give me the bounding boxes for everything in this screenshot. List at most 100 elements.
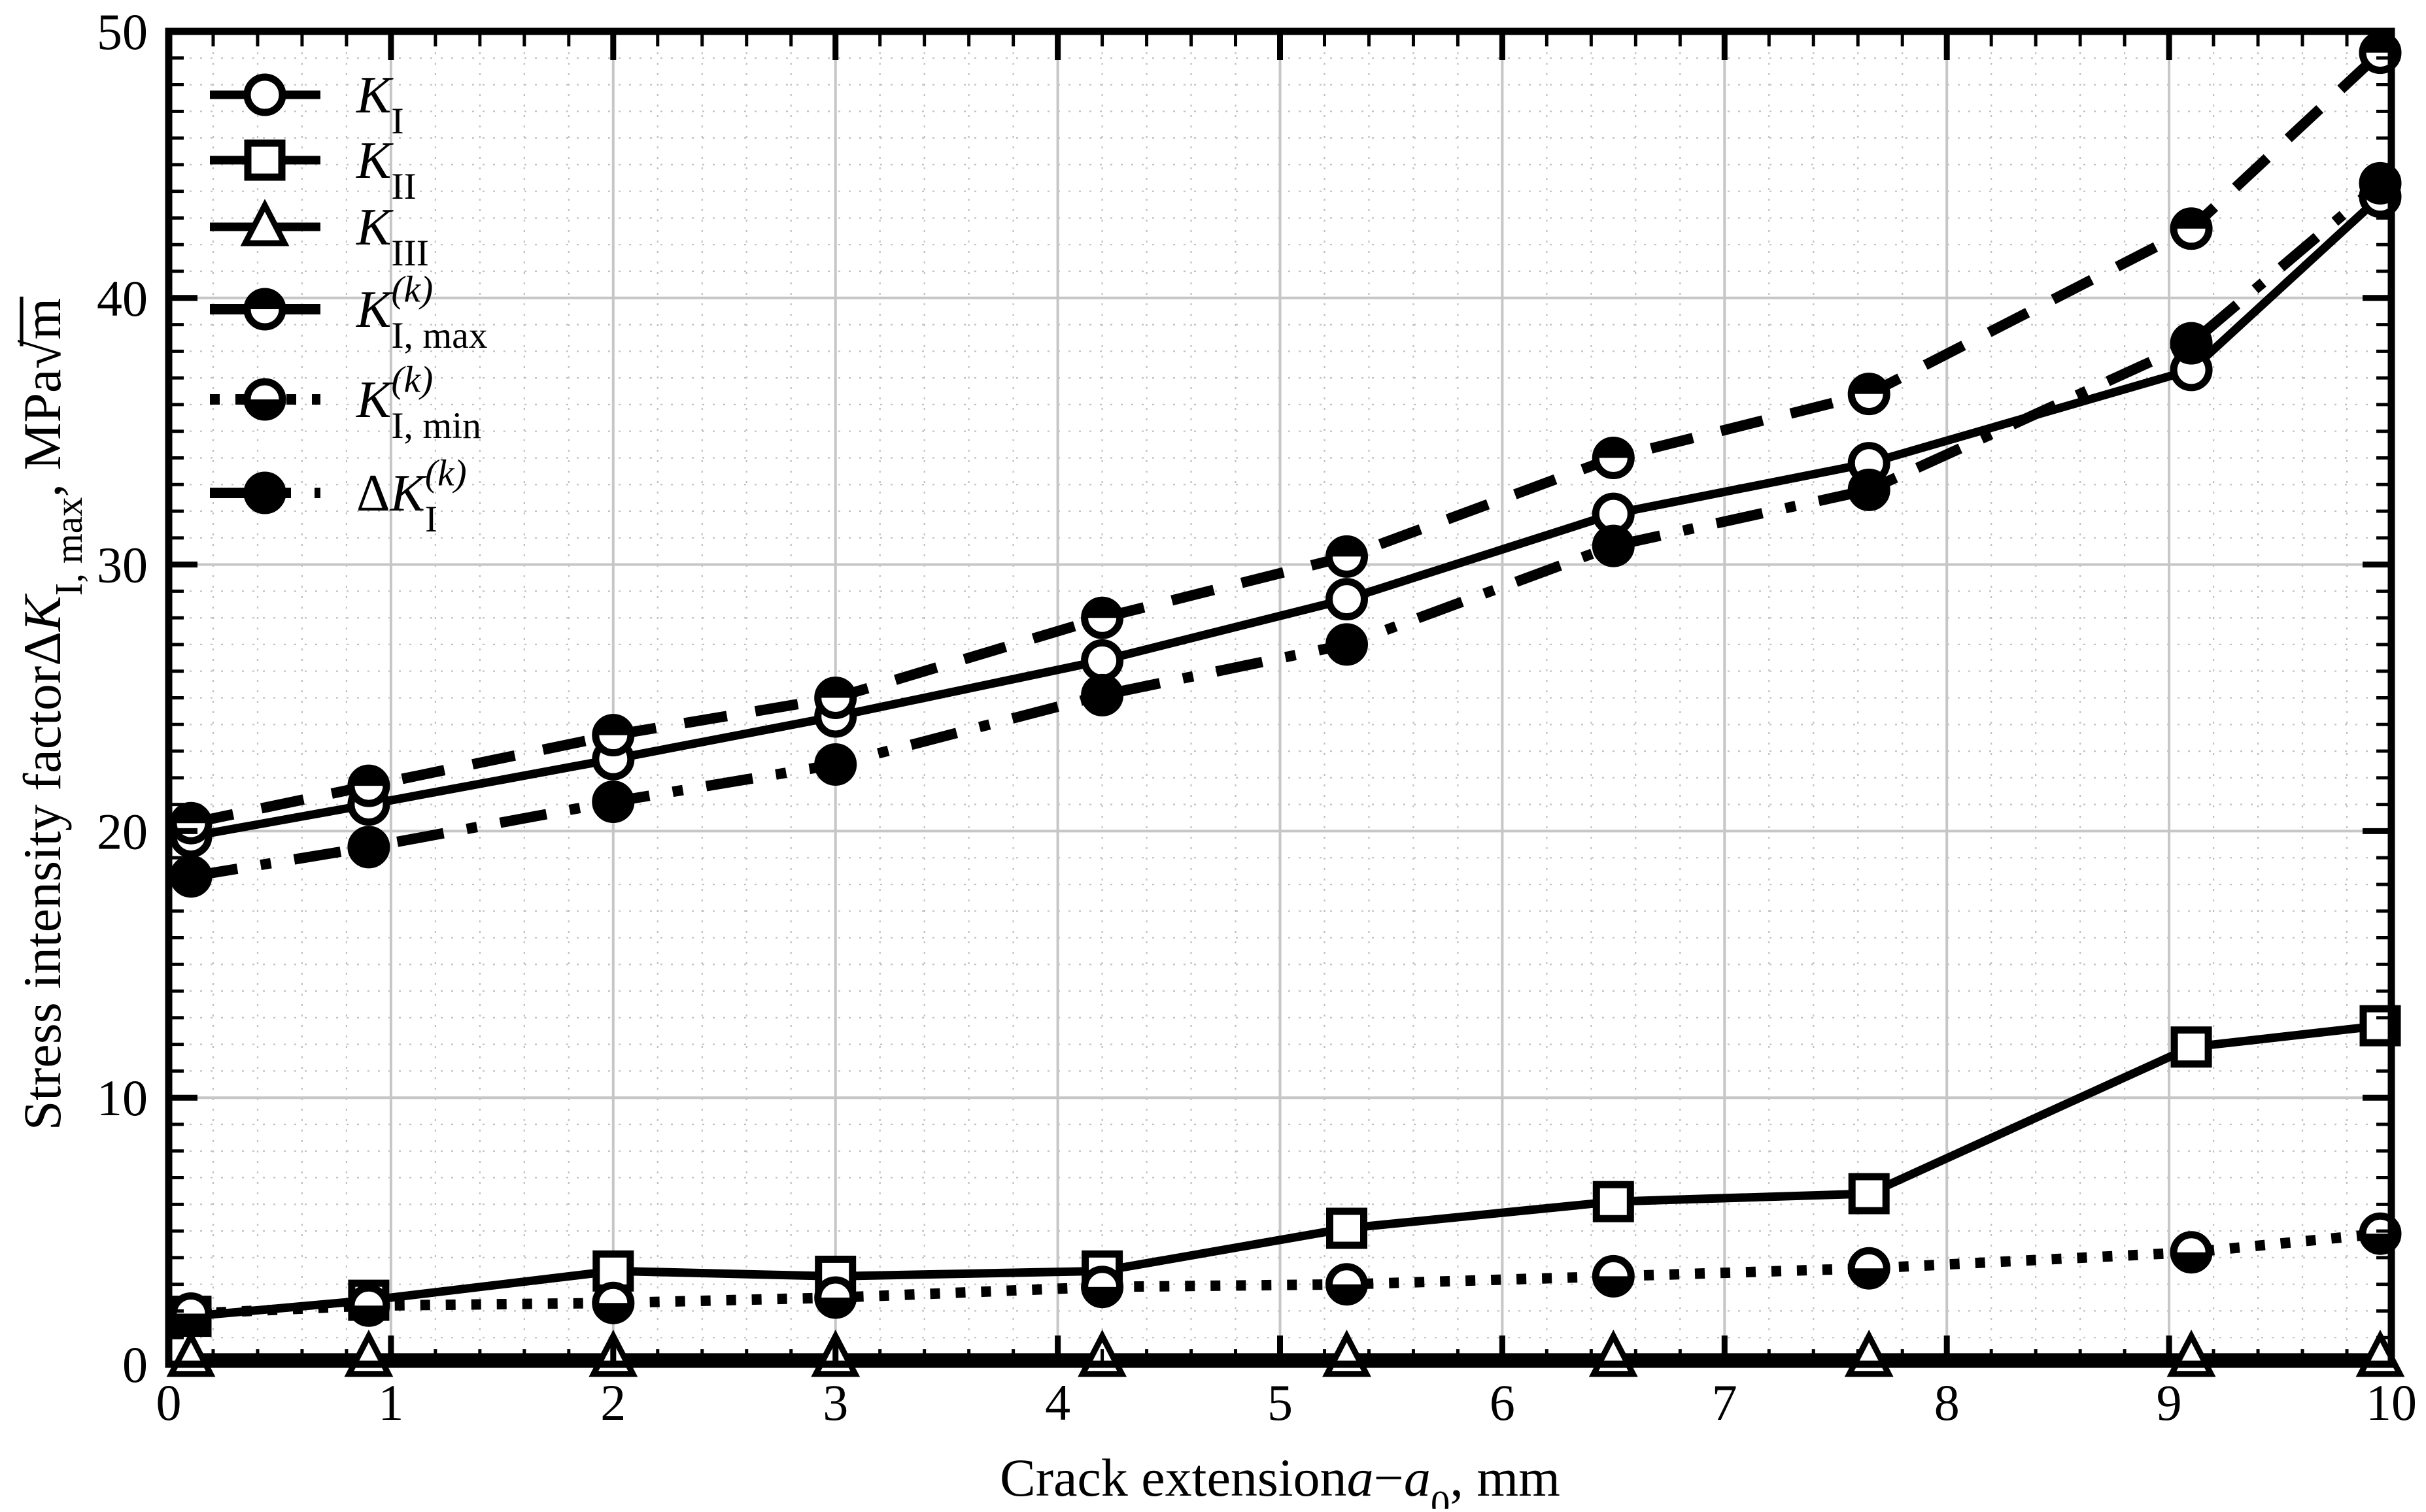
- svg-text:Δ: Δ: [356, 465, 390, 522]
- marker-KImin-8: [2170, 1231, 2213, 1274]
- svg-text:K: K: [389, 465, 427, 522]
- svg-text:III: III: [391, 233, 429, 274]
- marker-KImax-5: [1325, 535, 1368, 578]
- marker-KImin-3: [814, 1276, 857, 1319]
- grid-minor: [169, 31, 2391, 1364]
- series-markers-KImax: [169, 31, 2402, 845]
- marker-KImax-6: [1592, 437, 1635, 479]
- marker-KImin-6: [1592, 1254, 1635, 1298]
- svg-text:I, max: I, max: [47, 497, 90, 596]
- series-line-KImax: [190, 48, 2384, 829]
- marker-KII-8: [2170, 1026, 2212, 1068]
- legend-item-dKI: Δ K (k) I: [210, 453, 467, 540]
- legend-item-KImin: K (k)I, min: [210, 360, 481, 446]
- series-line-KII: [190, 1021, 2381, 1321]
- marker-dKI-3: [814, 743, 857, 786]
- legend-marker-dKI: [243, 471, 286, 514]
- series-lines: [190, 48, 2384, 1362]
- x-tick-label-6: 6: [1490, 1374, 1515, 1431]
- svg-text:K: K: [356, 199, 394, 256]
- marker-dKI-4: [1081, 673, 1124, 716]
- legend-label-KImax: K (k)I, max: [356, 269, 488, 356]
- x-tick-label-0: 0: [156, 1374, 182, 1431]
- legend-label-KII: K II: [356, 132, 417, 207]
- marker-dKI-2: [592, 781, 635, 823]
- marker-KII-7: [1848, 1173, 1890, 1215]
- marker-KI-4: [1081, 639, 1124, 682]
- svg-text:a: a: [1404, 1448, 1431, 1507]
- x-tick-label-1: 1: [378, 1374, 403, 1431]
- x-tick-label-9: 9: [2157, 1374, 2182, 1431]
- svg-text:I: I: [425, 499, 437, 540]
- legend-marker-KIII: [240, 199, 290, 246]
- marker-dKI-0: [169, 855, 213, 898]
- y-tick-label-20: 20: [97, 803, 148, 860]
- marker-KImin-4: [1081, 1266, 1124, 1309]
- svg-text:K: K: [356, 67, 394, 124]
- marker-KImax-2: [592, 714, 635, 757]
- marker-KImax-7: [1847, 373, 1890, 416]
- y-tick-label-30: 30: [97, 537, 148, 594]
- marker-KImin-0: [169, 1292, 213, 1335]
- x-tick-label-3: 3: [823, 1374, 848, 1431]
- marker-KImax-0: [169, 801, 213, 845]
- legend-item-KImax: K (k)I, max: [210, 269, 488, 356]
- svg-text:(k): (k): [425, 453, 467, 494]
- series-line-dKI: [190, 179, 2384, 882]
- marker-KImax-1: [347, 764, 390, 807]
- marker-dKI-8: [2170, 322, 2213, 365]
- svg-text:a: a: [1347, 1448, 1374, 1507]
- svg-text:−: −: [1374, 1448, 1404, 1507]
- svg-text:I, min: I, min: [391, 405, 481, 446]
- marker-KII-5: [1326, 1207, 1367, 1249]
- legend-marker-KImin: [243, 378, 286, 421]
- svg-text:0: 0: [1431, 1483, 1450, 1509]
- y-axis-title: Stress intensity factor ΔKI, max, MPa√m: [12, 296, 90, 1130]
- svg-text:II: II: [391, 166, 416, 207]
- x-tick-label-2: 2: [600, 1374, 626, 1431]
- x-tick-label-7: 7: [1712, 1374, 1737, 1431]
- svg-text:(k): (k): [391, 269, 433, 311]
- marker-KImin-1: [347, 1284, 390, 1327]
- y-tick-label-40: 40: [97, 270, 148, 327]
- svg-text:Crack extension: Crack extension: [1000, 1448, 1347, 1507]
- svg-text:K: K: [356, 281, 394, 339]
- x-tick-label-10: 10: [2366, 1374, 2417, 1431]
- marker-KImin-2: [592, 1281, 635, 1324]
- series-markers-dKI: [169, 161, 2402, 898]
- y-tick-label-10: 10: [97, 1069, 148, 1126]
- series-line-KImin: [190, 1228, 2381, 1319]
- y-tick-label-50: 50: [97, 3, 148, 60]
- svg-text:K: K: [12, 593, 72, 632]
- x-tick-label-8: 8: [1934, 1374, 1960, 1431]
- axis-ticks: [165, 28, 2395, 1368]
- legend-marker-KII: [244, 139, 286, 181]
- legend-label-KIII: K III: [356, 199, 429, 274]
- svg-text:(k): (k): [391, 360, 433, 401]
- svg-text:K: K: [356, 371, 394, 429]
- legend-marker-KImax: [243, 288, 286, 331]
- marker-dKI-7: [1847, 468, 1890, 511]
- legend-item-KIII: K III: [210, 199, 429, 274]
- marker-dKI-5: [1325, 623, 1368, 666]
- marker-KImax-4: [1081, 596, 1124, 639]
- grid-major: [169, 31, 2391, 1364]
- x-tick-label-4: 4: [1045, 1374, 1070, 1431]
- legend-marker-KI: [243, 73, 286, 116]
- svg-text:, mm: , mm: [1450, 1448, 1560, 1507]
- marker-KImin-7: [1847, 1247, 1890, 1290]
- legend-label-KImin: K (k)I, min: [356, 360, 481, 446]
- svg-text:I: I: [391, 101, 403, 142]
- marker-KImin-5: [1325, 1263, 1368, 1306]
- svg-text:, MPa: , MPa: [12, 369, 72, 497]
- legend-item-KII: K II: [210, 132, 417, 207]
- marker-dKI-1: [347, 826, 390, 869]
- marker-dKI-6: [1592, 524, 1635, 567]
- marker-KII-6: [1592, 1181, 1634, 1222]
